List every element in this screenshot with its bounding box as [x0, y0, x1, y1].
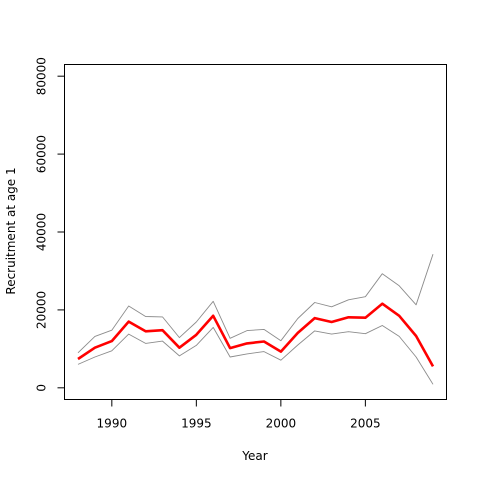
x-axis-label: Year: [241, 449, 267, 463]
y-axis: 0 20000 40000 60000 80000: [35, 57, 65, 392]
series-line-estimate: [77, 302, 435, 368]
series-line-upper: [77, 254, 434, 354]
x-axis: 1990 1995 2000 2005: [97, 399, 381, 431]
series-layer: [77, 254, 435, 385]
x-tick-label: 2000: [266, 417, 297, 431]
x-tick-label: 1995: [181, 417, 212, 431]
x-tick-label: 2005: [350, 417, 381, 431]
y-tick-label: 80000: [35, 57, 49, 95]
y-axis-label: Recruitment at age 1: [4, 167, 18, 294]
y-tick-label: 40000: [35, 213, 49, 251]
x-tick-label: 1990: [97, 417, 128, 431]
y-tick-label: 0: [35, 384, 49, 392]
y-tick-label: 60000: [35, 135, 49, 173]
series-line-lower: [77, 325, 434, 385]
y-tick-label: 20000: [35, 291, 49, 329]
